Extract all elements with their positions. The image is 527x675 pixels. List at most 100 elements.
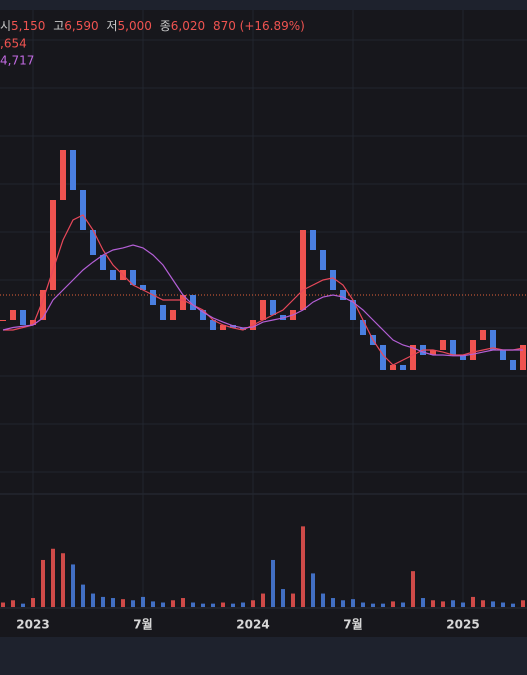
volume-bar	[151, 601, 155, 607]
high-value: 6,590	[64, 19, 98, 33]
volume-bar	[421, 598, 425, 607]
candle	[130, 270, 136, 285]
x-tick-label: 2024	[236, 618, 269, 632]
open-label: 시	[0, 19, 11, 33]
volume-bar	[321, 593, 325, 607]
volume-bar	[461, 602, 465, 607]
candle	[0, 320, 6, 321]
candle	[220, 325, 226, 330]
candle	[260, 300, 266, 320]
candle	[450, 340, 456, 355]
volume-bar	[401, 602, 405, 607]
volume-bar	[481, 600, 485, 607]
candle	[140, 285, 146, 290]
candle	[160, 305, 166, 320]
volume-bar	[61, 553, 65, 607]
moving-average	[2, 244, 523, 357]
candle	[20, 310, 26, 325]
volume-bar	[21, 603, 25, 607]
volume-bar	[41, 559, 45, 607]
candle	[210, 320, 216, 330]
volume-bar	[81, 584, 85, 607]
candle	[520, 345, 526, 370]
candle	[460, 355, 466, 360]
volume-bar	[161, 602, 165, 607]
candle	[80, 190, 86, 230]
header: 시5,150 고6,590 저5,000 종6,020 870 (+16.89%…	[0, 19, 305, 33]
candle	[170, 310, 176, 320]
candle	[230, 325, 236, 328]
volume-bar	[211, 603, 215, 607]
volume-bar	[51, 548, 55, 607]
volume-bar	[31, 598, 35, 607]
candle	[380, 345, 386, 370]
volume-bar	[311, 573, 315, 607]
x-tick-label: 2025	[446, 618, 479, 632]
candle	[360, 320, 366, 335]
top-bar	[0, 0, 527, 10]
candle	[270, 300, 276, 315]
volume-bar	[491, 601, 495, 607]
candle	[100, 255, 106, 270]
volume-bar	[71, 564, 75, 607]
candle	[480, 330, 486, 340]
volume-bar	[131, 600, 135, 607]
volume-bar	[391, 601, 395, 607]
candle	[50, 200, 56, 290]
candle	[240, 327, 246, 330]
volume-bar	[191, 602, 195, 607]
candle	[10, 310, 16, 320]
volume-bar	[241, 602, 245, 607]
volume-bar	[371, 603, 375, 607]
candle	[350, 300, 356, 320]
candle	[430, 350, 436, 355]
x-tick-label: 7월	[133, 617, 152, 632]
candle	[150, 290, 156, 305]
volume-bar	[361, 602, 365, 607]
candle	[60, 150, 66, 200]
candle	[490, 330, 496, 350]
volume-bar	[501, 602, 505, 607]
candle	[470, 340, 476, 360]
low-label: 저	[106, 19, 117, 33]
candle	[70, 150, 76, 190]
volume-bar	[201, 603, 205, 607]
volume-bar	[281, 589, 285, 607]
candle	[340, 290, 346, 300]
close-label: 종	[160, 19, 171, 33]
volume-bar	[11, 600, 15, 607]
candle	[200, 310, 206, 320]
candle	[190, 295, 196, 310]
volume-bar	[251, 600, 255, 607]
candle	[320, 250, 326, 270]
volume-bar	[381, 603, 385, 607]
volume-bar	[301, 526, 305, 607]
close-value: 6,020	[171, 19, 205, 33]
volume-bar	[141, 596, 145, 607]
candle	[410, 345, 416, 370]
candle	[180, 295, 186, 310]
change: 870 (+16.89%)	[213, 19, 305, 33]
candle	[390, 365, 396, 370]
moving-average	[3, 214, 524, 366]
volume-bar	[521, 600, 525, 607]
volume-bar	[271, 559, 275, 607]
candle	[300, 230, 306, 310]
volume-bar	[431, 600, 435, 607]
volume-bar	[291, 593, 295, 607]
volume-bar	[91, 593, 95, 607]
volume-bar	[181, 598, 185, 607]
x-tick-label: 7월	[343, 617, 362, 632]
x-tick-label: 2023	[16, 618, 49, 632]
ma1-value: ,654	[0, 37, 27, 51]
bottom-bar	[0, 637, 527, 675]
candle	[110, 270, 116, 280]
volume-bar	[441, 601, 445, 607]
candle	[510, 360, 516, 370]
ma2-value: 4,717	[0, 54, 34, 68]
volume-bar	[331, 598, 335, 607]
volume-bar	[451, 600, 455, 607]
candle	[330, 270, 336, 290]
